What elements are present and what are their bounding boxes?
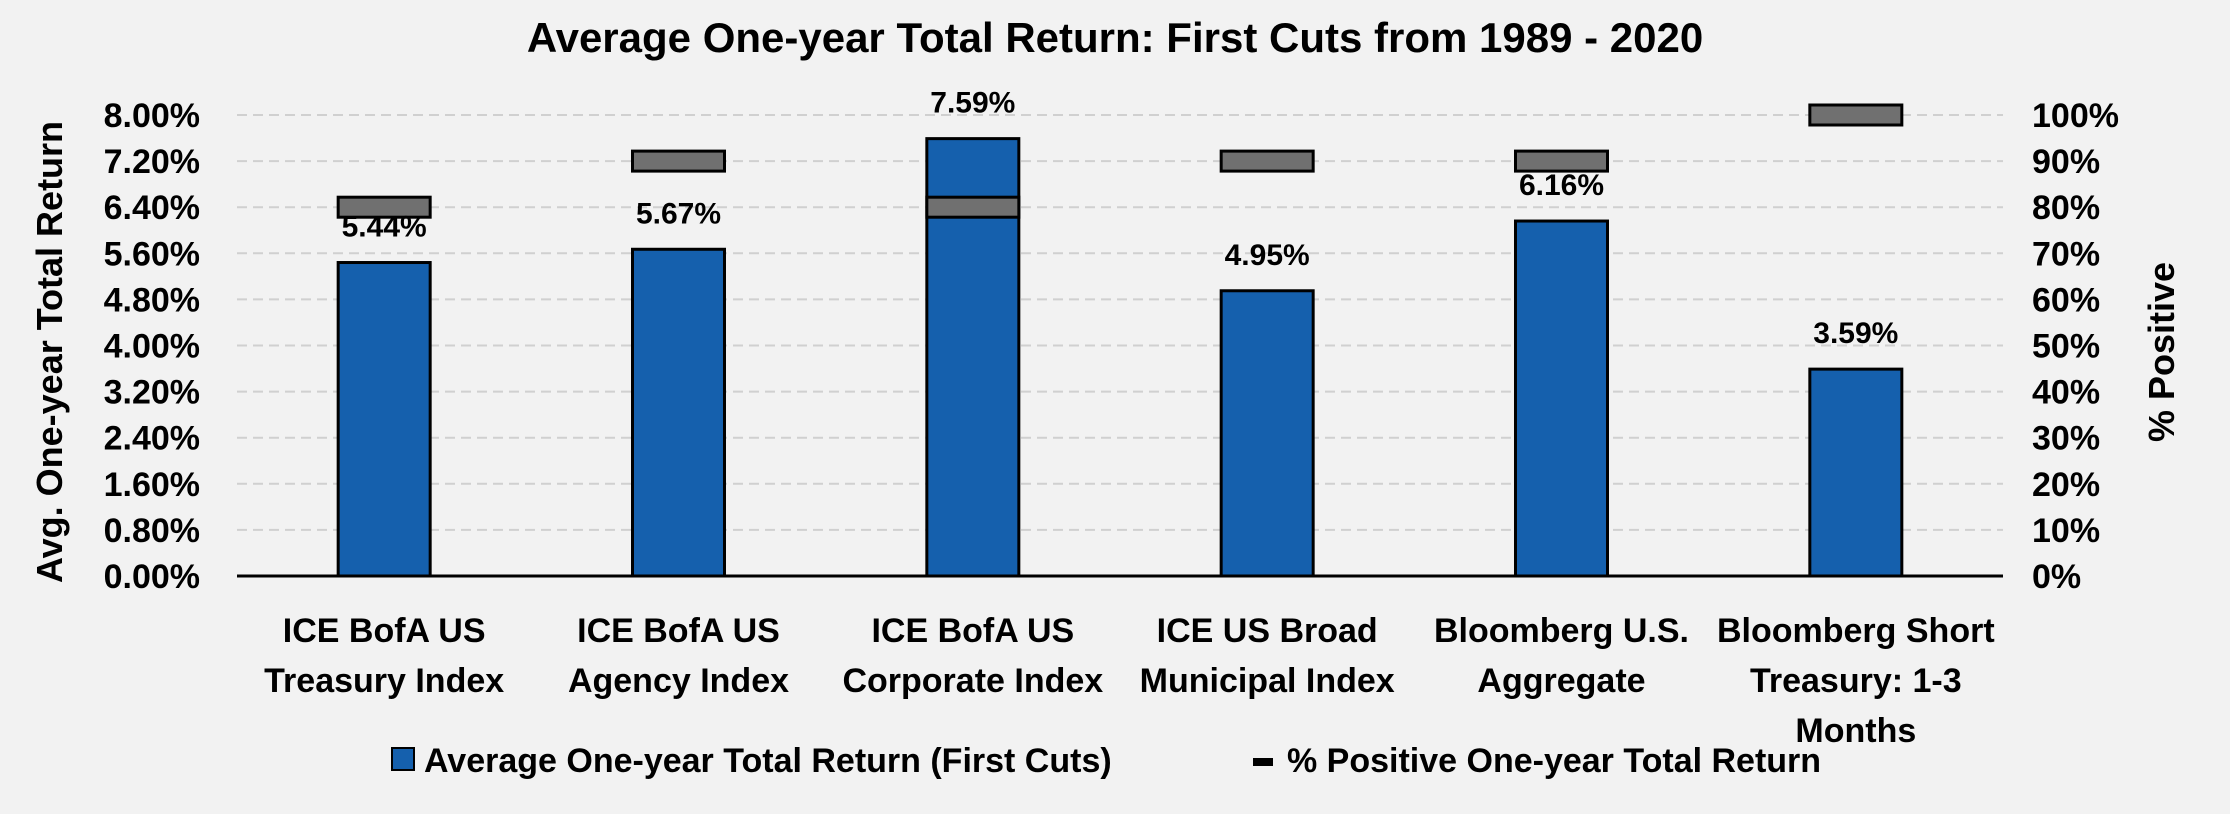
data-label: 5.44% (342, 211, 427, 244)
y-tick-label: 4.00% (104, 328, 200, 366)
y-tick-label: 1.60% (104, 466, 200, 504)
data-label: 3.59% (1813, 317, 1898, 350)
legend-swatch-marker (1253, 758, 1273, 766)
x-tick-label: ICE US Broad (1157, 612, 1378, 650)
legend: Average One-year Total Return (First Cut… (391, 742, 1821, 780)
y-tick-label: 7.20% (104, 143, 200, 181)
data-labels: 5.44% 5.67% 7.59% 4.95% 6.16% 3.59% (342, 87, 1899, 351)
bar (336, 261, 432, 578)
x-tick-label: Bloomberg U.S. (1434, 612, 1689, 650)
marker-dash (1808, 103, 1904, 127)
marker-dash (336, 195, 432, 219)
y-tick-label: 3.20% (104, 374, 200, 412)
bar (1808, 367, 1904, 578)
y2-tick-label: 20% (2032, 466, 2100, 504)
bar (1219, 289, 1315, 578)
marker-dash (1219, 149, 1315, 173)
x-tick-label: Aggregate (1477, 662, 1645, 700)
y2-tick-label: 0% (2032, 558, 2081, 596)
y2-tick-label: 40% (2032, 374, 2100, 412)
legend-label-bar: Average One-year Total Return (First Cut… (424, 742, 1112, 780)
y-tick-label: 5.60% (104, 235, 200, 273)
marker-dash (631, 149, 726, 173)
marker-dash (1514, 149, 1609, 173)
x-tick-label: Treasury Index (264, 662, 504, 700)
category-labels: ICE BofA US Treasury Index ICE BofA US Agen… (264, 612, 1995, 750)
y2-tick-label: 30% (2032, 420, 2100, 458)
bar (631, 247, 726, 578)
gridlines (237, 114, 2003, 531)
y2-tick-label: 90% (2032, 143, 2100, 181)
data-label: 4.95% (1225, 239, 1310, 272)
y2-tick-label: 80% (2032, 189, 2100, 227)
y-tick-label: 0.00% (104, 558, 200, 596)
y2-axis-title: % Positive (2141, 262, 2182, 442)
axes: 0.00% 0% 0.80% 10% 1.60% 20% 2.40% 30% 3.20% 40% 4… (104, 97, 2119, 596)
y2-tick-label: 70% (2032, 235, 2100, 273)
x-tick-label: ICE BofA US (871, 612, 1074, 650)
x-tick-label: Months (1795, 712, 1916, 750)
x-tick-label: Corporate Index (842, 662, 1103, 700)
marker-dash (925, 195, 1021, 219)
legend-label-marker: % Positive One-year Total Return (1287, 742, 1821, 780)
y-tick-label: 6.40% (104, 189, 200, 227)
marker-series (336, 103, 1904, 219)
legend-swatch-bar (391, 747, 415, 771)
data-label: 5.67% (636, 197, 721, 230)
y-tick-label: 2.40% (104, 420, 200, 458)
y2-tick-label: 100% (2032, 97, 2119, 135)
bar-series (336, 137, 1904, 578)
x-tick-label: Agency Index (568, 662, 789, 700)
bar (1514, 219, 1609, 578)
data-label: 7.59% (930, 87, 1015, 120)
chart-title: Average One-year Total Return: First Cut… (527, 14, 1703, 61)
y-tick-label: 4.80% (104, 281, 200, 319)
y-axis-title: Avg. One-year Total Return (29, 121, 70, 583)
x-tick-label: Treasury: 1-3 (1750, 662, 1962, 700)
y2-tick-label: 60% (2032, 281, 2100, 319)
x-tick-label: Municipal Index (1140, 662, 1395, 700)
y-tick-label: 0.80% (104, 512, 200, 550)
y-tick-label: 8.00% (104, 97, 200, 135)
data-label: 6.16% (1519, 169, 1604, 202)
y2-tick-label: 50% (2032, 328, 2100, 366)
y2-tick-label: 10% (2032, 512, 2100, 550)
x-tick-label: ICE BofA US (577, 612, 780, 650)
x-tick-label: Bloomberg Short (1717, 612, 1995, 650)
x-tick-label: ICE BofA US (283, 612, 486, 650)
